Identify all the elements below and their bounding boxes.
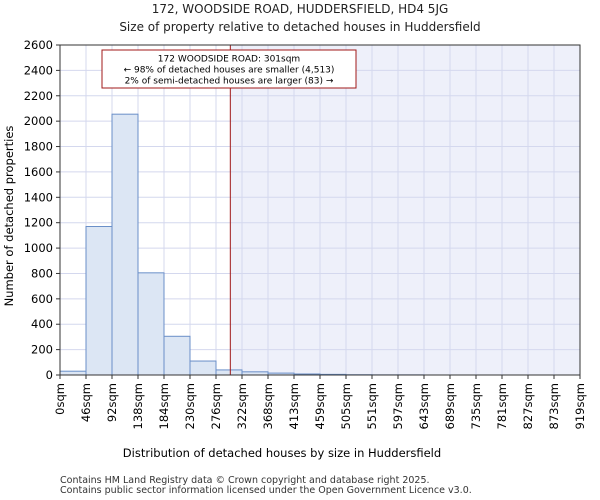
annotation-line-3: 2% of semi-detached houses are larger (8… xyxy=(125,77,334,87)
y-tick-label: 200 xyxy=(31,343,53,357)
y-tick-label: 2000 xyxy=(24,114,53,128)
y-tick-label: 1800 xyxy=(24,140,53,154)
annotation-box: 172 WOODSIDE ROAD: 301sqm ← 98% of detac… xyxy=(101,49,357,89)
y-tick-label: 400 xyxy=(31,317,53,331)
x-tick-label: 919sqm xyxy=(573,383,587,429)
y-tick-label: 800 xyxy=(31,266,53,280)
x-tick-label: 322sqm xyxy=(235,383,249,429)
bar-276sqm xyxy=(215,369,243,376)
annotation-line-2: ← 98% of detached houses are smaller (4,… xyxy=(124,66,335,76)
y-tick-label: 1400 xyxy=(24,190,53,204)
x-tick-label: 781sqm xyxy=(495,383,509,429)
chart-title: 172, WOODSIDE ROAD, HUDDERSFIELD, HD4 5J… xyxy=(151,2,449,16)
x-tick-label: 230sqm xyxy=(183,383,197,429)
x-tick-label: 689sqm xyxy=(443,383,457,429)
bar-184sqm xyxy=(163,335,191,376)
footer-licence: Contains public sector information licen… xyxy=(60,485,472,496)
x-tick-label: 368sqm xyxy=(261,383,275,429)
x-tick-label: 0sqm xyxy=(53,383,67,415)
chart-subtitle: Size of property relative to detached ho… xyxy=(119,20,481,34)
bar-138sqm xyxy=(137,272,165,376)
bar-0sqm xyxy=(59,370,87,376)
y-tick-label: 600 xyxy=(31,292,53,306)
x-tick-label: 827sqm xyxy=(521,383,535,429)
x-tick-label: 643sqm xyxy=(417,383,431,429)
bar-230sqm xyxy=(189,360,217,376)
x-tick-label: 276sqm xyxy=(209,383,223,429)
annotation-line-1: 172 WOODSIDE ROAD: 301sqm xyxy=(158,55,300,65)
x-tick-label: 92sqm xyxy=(105,383,119,422)
y-axis-label: Number of detached properties xyxy=(2,126,16,307)
x-tick-label: 46sqm xyxy=(79,383,93,422)
x-tick-label: 184sqm xyxy=(157,383,171,429)
bar-92sqm xyxy=(111,113,139,376)
x-tick-label: 597sqm xyxy=(391,383,405,429)
x-tick-label: 459sqm xyxy=(313,383,327,429)
y-tick-label: 1600 xyxy=(24,165,53,179)
y-axis-ticks: 0 200 400 600 800 1000 1200 1400 1600 1800 2000 220… xyxy=(24,38,60,382)
x-tick-label: 873sqm xyxy=(547,383,561,429)
x-tick-label: 551sqm xyxy=(365,383,379,429)
y-tick-label: 1000 xyxy=(24,241,53,255)
bars-group xyxy=(59,113,425,376)
footer-copyright: Contains HM Land Registry data © Crown c… xyxy=(60,475,430,486)
x-tick-label: 413sqm xyxy=(287,383,301,429)
x-tick-label: 505sqm xyxy=(339,383,353,429)
y-tick-label: 2200 xyxy=(24,89,53,103)
plot-shaded-region xyxy=(230,45,581,375)
x-axis-label: Distribution of detached houses by size … xyxy=(123,446,441,460)
x-axis-ticks: 0sqm 46sqm 92sqm 138sqm 184sqm 230sqm 276sqm 32… xyxy=(53,375,587,429)
y-tick-label: 2600 xyxy=(24,38,53,52)
y-tick-label: 2400 xyxy=(24,63,53,77)
bar-46sqm xyxy=(85,226,113,376)
y-tick-label: 0 xyxy=(46,368,53,382)
x-tick-label: 138sqm xyxy=(131,383,145,429)
x-tick-label: 735sqm xyxy=(469,383,483,429)
y-tick-label: 1200 xyxy=(24,216,53,230)
